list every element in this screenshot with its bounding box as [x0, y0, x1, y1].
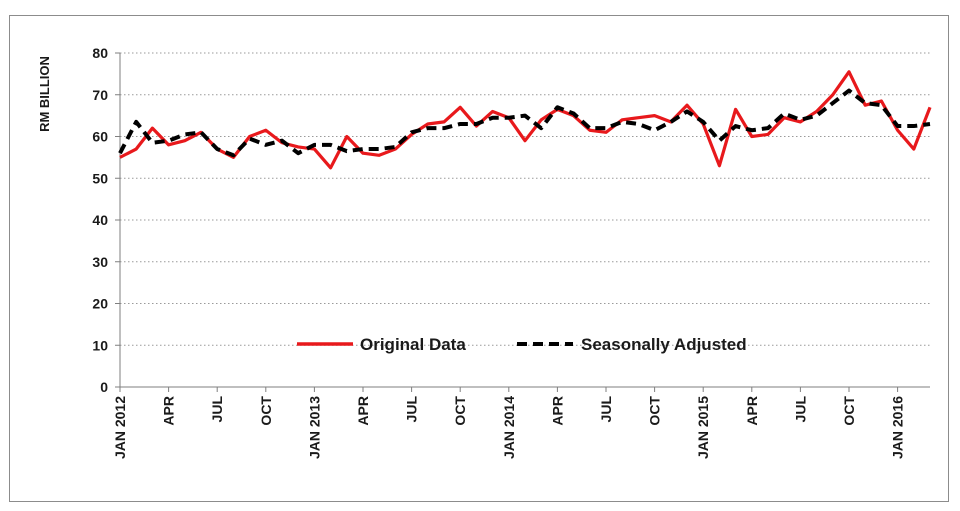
x-tick-label: APR	[355, 396, 371, 426]
gridlines	[120, 52, 930, 346]
axis-labels: 0 10 20 30 40 50 60 70 80 JAN 2012 APR JUL OCT JAN 20…	[92, 45, 905, 459]
x-tick-label: OCT	[258, 396, 274, 426]
x-tick-label: JAN 2014	[501, 396, 517, 459]
x-tick-label: JAN 2016	[890, 396, 906, 459]
x-tick-label: JAN 2013	[306, 396, 322, 459]
x-tick-label: OCT	[452, 396, 468, 426]
chart-frame	[9, 15, 949, 502]
axes	[115, 52, 930, 392]
x-tick-label: JAN 2012	[112, 396, 128, 459]
x-tick-label: JAN 2015	[695, 396, 711, 459]
y-tick-label: 0	[100, 379, 108, 395]
x-tick-label: JUL	[404, 396, 420, 423]
x-tick-label: APR	[744, 396, 760, 426]
x-tick-label: OCT	[841, 396, 857, 426]
y-tick-label: 80	[92, 45, 108, 61]
legend: Original Data Seasonally Adjusted	[297, 335, 747, 354]
x-tick-label: APR	[161, 396, 177, 426]
x-tick-label: JUL	[792, 396, 808, 423]
y-tick-label: 30	[92, 254, 108, 270]
y-axis-title: RM BILLION	[37, 56, 52, 132]
x-tick-label: JUL	[209, 396, 225, 423]
legend-label: Original Data	[360, 335, 466, 354]
seasonally-adjusted-line	[118, 88, 931, 158]
series-lines	[118, 70, 932, 170]
x-tick-label: OCT	[647, 396, 663, 426]
y-tick-label: 60	[92, 129, 108, 145]
y-tick-label: 50	[92, 170, 108, 186]
x-tick-label: JUL	[598, 396, 614, 423]
y-tick-label: 40	[92, 212, 108, 228]
x-tick-label: APR	[549, 396, 565, 426]
y-tick-label: 20	[92, 296, 108, 312]
legend-label: Seasonally Adjusted	[581, 335, 747, 354]
y-tick-label: 10	[92, 337, 108, 353]
original-data-line	[119, 70, 932, 170]
y-tick-label: 70	[92, 87, 108, 103]
